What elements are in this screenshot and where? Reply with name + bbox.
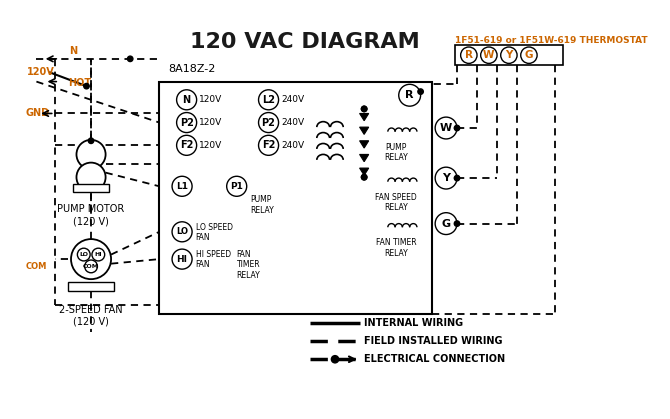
Text: P2: P2 (180, 118, 194, 127)
Circle shape (480, 47, 497, 63)
Polygon shape (360, 168, 368, 176)
Text: W: W (483, 50, 494, 60)
Bar (455, 45, 563, 65)
Text: N: N (69, 46, 77, 56)
Circle shape (177, 135, 196, 155)
Bar (159, 82, 432, 314)
Circle shape (435, 117, 457, 139)
Circle shape (361, 174, 367, 180)
Text: HI: HI (177, 255, 188, 264)
Polygon shape (360, 114, 368, 121)
Text: 120V: 120V (200, 118, 222, 127)
Text: PUMP
RELAY: PUMP RELAY (384, 142, 408, 162)
Circle shape (361, 174, 367, 180)
Text: LO SPEED
FAN: LO SPEED FAN (196, 223, 232, 242)
Text: F2: F2 (262, 140, 275, 150)
Text: 240V: 240V (281, 95, 304, 104)
Circle shape (361, 106, 367, 111)
Text: LO: LO (176, 227, 188, 236)
Circle shape (177, 90, 196, 110)
Text: FAN SPEED
RELAY: FAN SPEED RELAY (375, 193, 417, 212)
Circle shape (454, 221, 460, 226)
Text: HOT: HOT (68, 78, 91, 88)
Circle shape (76, 163, 106, 192)
Text: FIELD INSTALLED WIRING: FIELD INSTALLED WIRING (364, 336, 502, 346)
Circle shape (92, 248, 105, 261)
Circle shape (172, 249, 192, 269)
Bar (73, 184, 109, 192)
Circle shape (88, 138, 94, 143)
Text: COM: COM (83, 264, 99, 269)
Text: P2: P2 (261, 118, 275, 127)
Circle shape (76, 140, 106, 169)
Circle shape (259, 90, 279, 110)
Text: 240V: 240V (281, 141, 304, 150)
Circle shape (435, 213, 457, 235)
Text: 240V: 240V (281, 118, 304, 127)
Circle shape (172, 176, 192, 196)
Circle shape (454, 125, 460, 131)
Text: Y: Y (505, 50, 513, 60)
Polygon shape (360, 141, 368, 148)
Text: ELECTRICAL CONNECTION: ELECTRICAL CONNECTION (364, 354, 505, 364)
Circle shape (84, 83, 89, 89)
Circle shape (332, 356, 338, 363)
Text: N: N (182, 95, 191, 105)
Circle shape (77, 248, 90, 261)
Circle shape (127, 56, 133, 62)
Text: 8A18Z-2: 8A18Z-2 (168, 64, 216, 74)
Circle shape (435, 167, 457, 189)
Text: L1: L1 (176, 182, 188, 191)
Circle shape (399, 84, 421, 106)
Circle shape (418, 89, 423, 94)
Text: PUMP
RELAY: PUMP RELAY (251, 195, 274, 215)
Circle shape (454, 176, 460, 181)
Text: GND: GND (25, 109, 50, 119)
Text: G: G (442, 219, 451, 229)
Text: 120V: 120V (27, 67, 55, 78)
Text: PUMP MOTOR
(120 V): PUMP MOTOR (120 V) (58, 204, 125, 226)
Text: HI: HI (94, 252, 102, 257)
Circle shape (84, 260, 97, 273)
Text: 1F51-619 or 1F51W-619 THERMOSTAT: 1F51-619 or 1F51W-619 THERMOSTAT (455, 36, 648, 45)
Text: 120 VAC DIAGRAM: 120 VAC DIAGRAM (190, 31, 420, 52)
Text: 2-SPEED FAN
(120 V): 2-SPEED FAN (120 V) (59, 305, 123, 326)
Text: L2: L2 (262, 95, 275, 105)
Polygon shape (360, 155, 368, 162)
Text: COM: COM (25, 262, 47, 271)
Circle shape (226, 176, 247, 196)
Text: INTERNAL WIRING: INTERNAL WIRING (364, 318, 463, 328)
Text: FAN TIMER
RELAY: FAN TIMER RELAY (376, 238, 416, 258)
Text: 120V: 120V (200, 141, 222, 150)
Polygon shape (360, 127, 368, 134)
Circle shape (259, 113, 279, 132)
Text: Y: Y (442, 173, 450, 183)
Circle shape (461, 47, 477, 63)
Text: LO: LO (79, 252, 88, 257)
Circle shape (361, 106, 367, 111)
Circle shape (500, 47, 517, 63)
Circle shape (71, 239, 111, 279)
Circle shape (177, 113, 196, 132)
Circle shape (259, 135, 279, 155)
Text: G: G (525, 50, 533, 60)
Text: R: R (465, 50, 473, 60)
Text: R: R (405, 90, 414, 100)
Text: FAN
TIMER
RELAY: FAN TIMER RELAY (237, 250, 261, 280)
Circle shape (521, 47, 537, 63)
Text: P1: P1 (230, 182, 243, 191)
Bar (68, 282, 114, 291)
Text: F2: F2 (180, 140, 194, 150)
Circle shape (172, 222, 192, 242)
Text: HI SPEED
FAN: HI SPEED FAN (196, 250, 231, 269)
Text: W: W (440, 123, 452, 133)
Text: 120V: 120V (200, 95, 222, 104)
